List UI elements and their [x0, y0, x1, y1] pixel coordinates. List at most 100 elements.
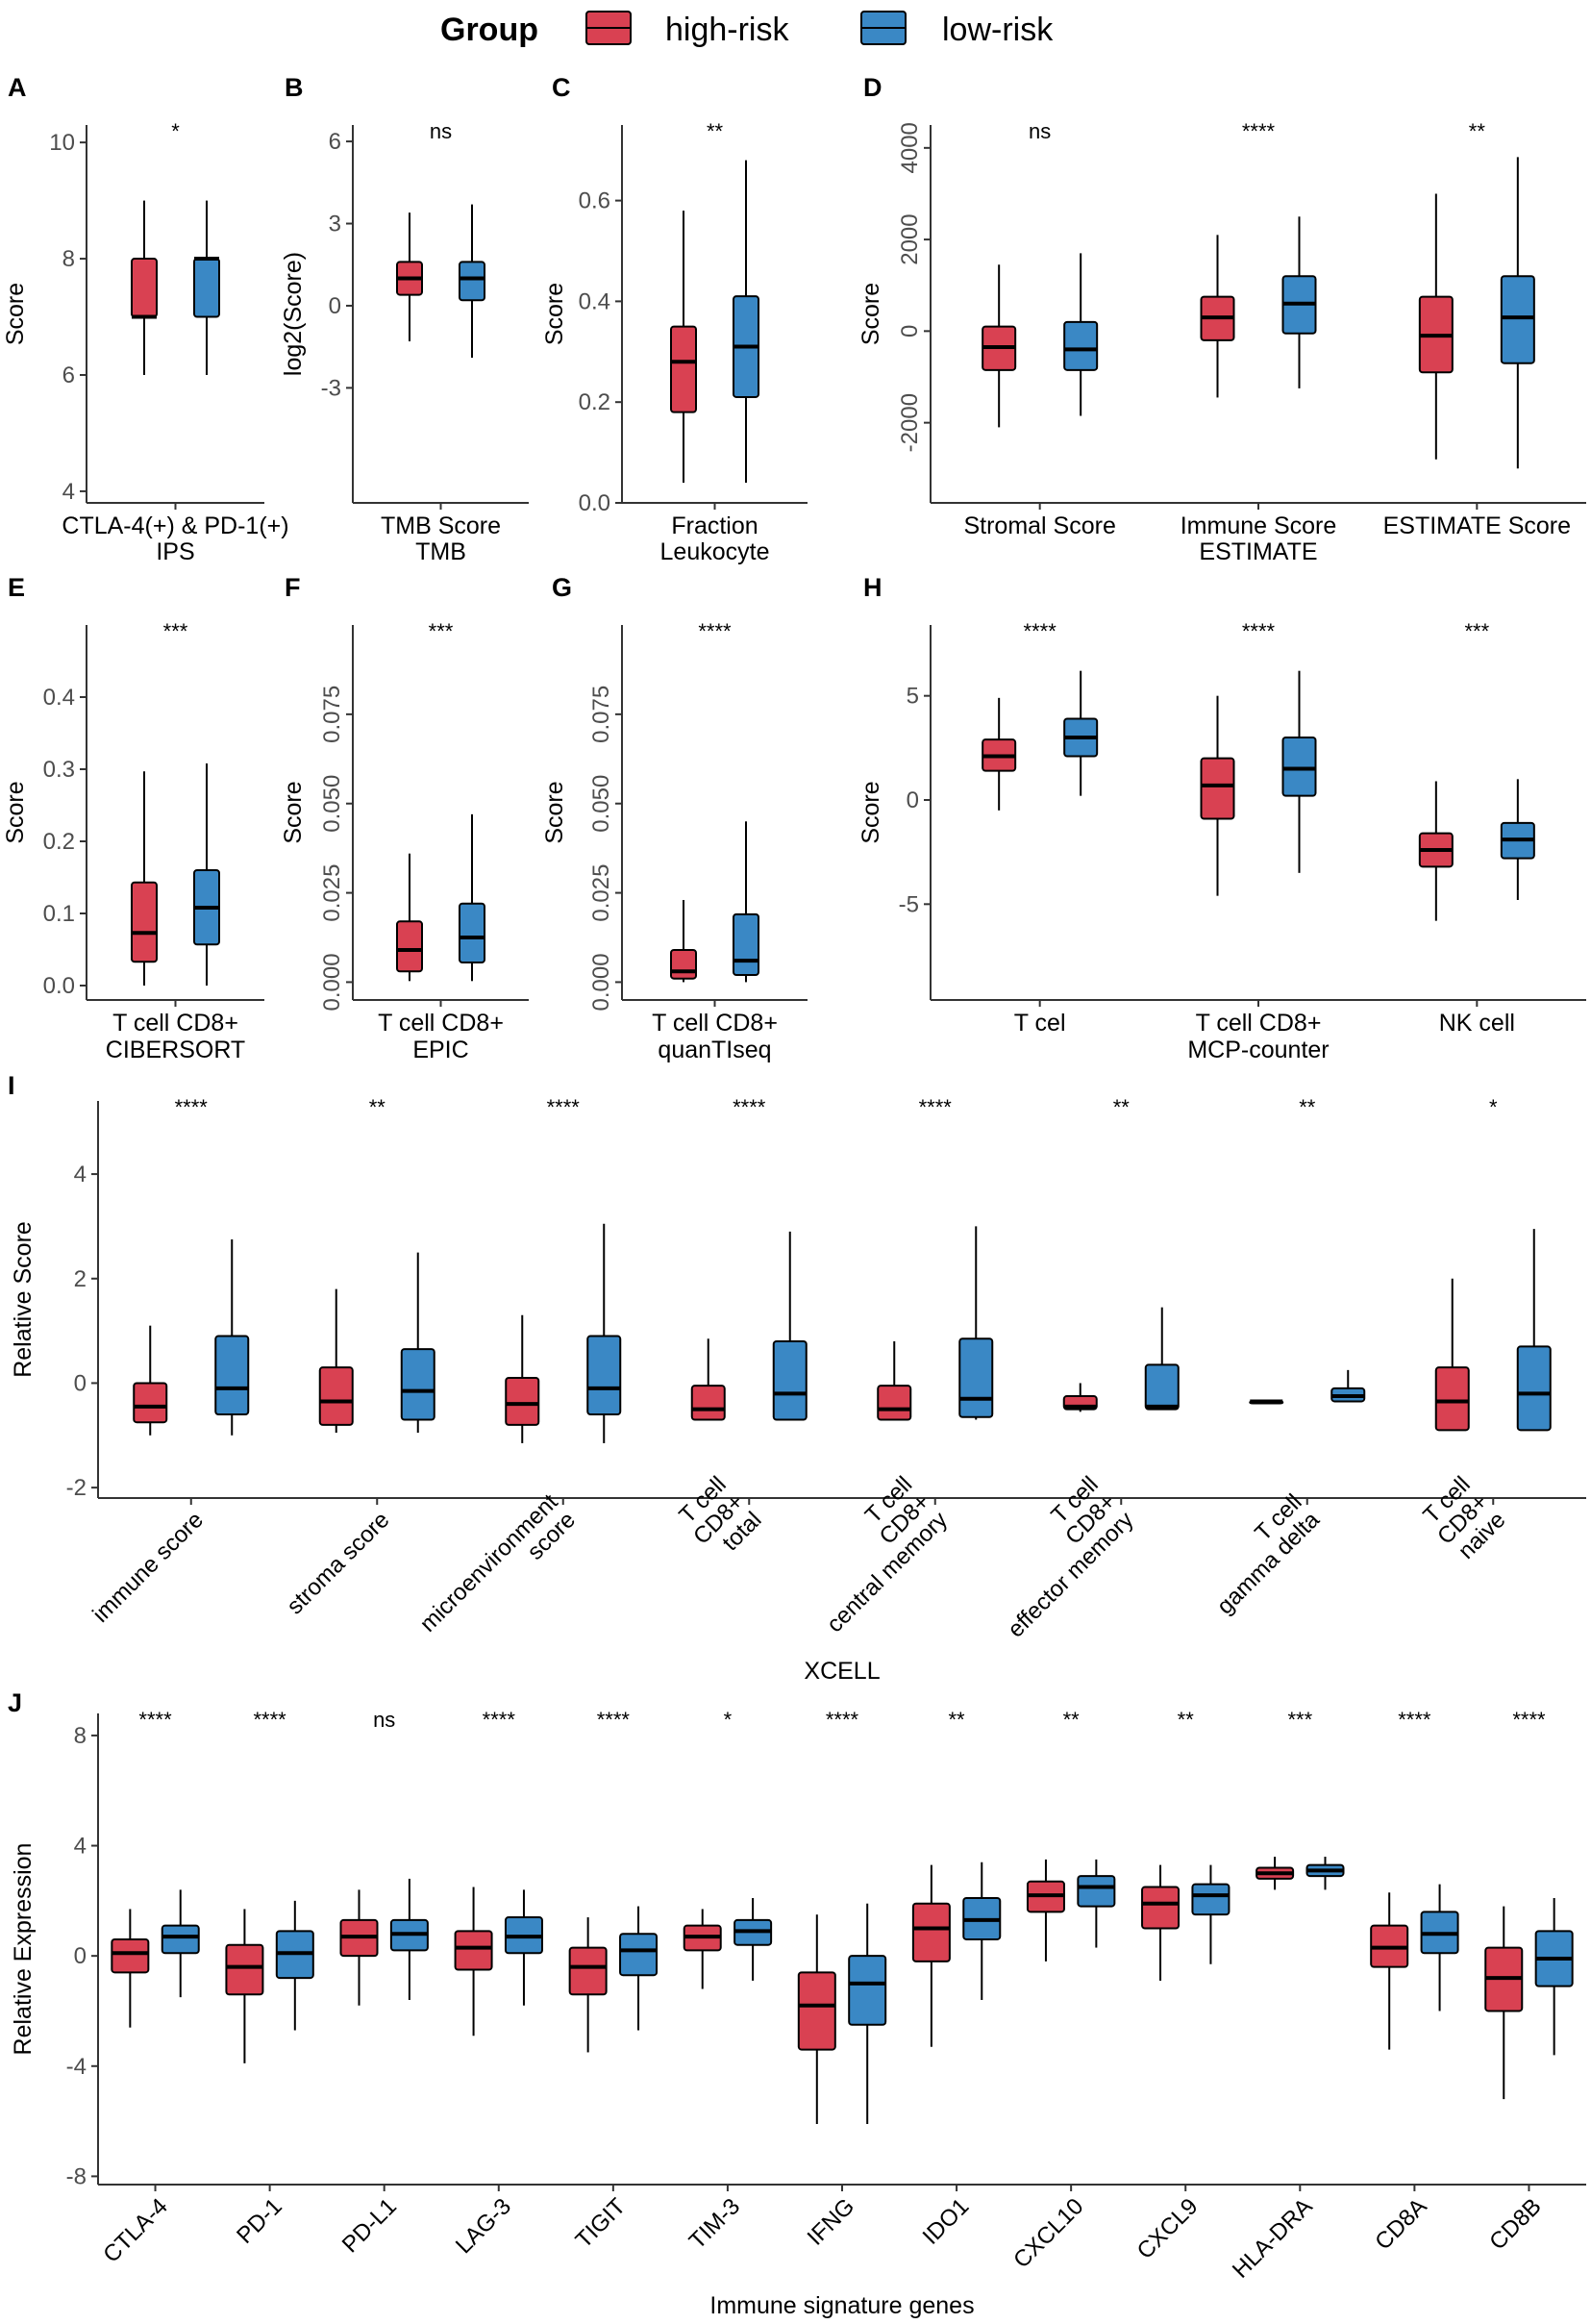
- x-tick-label: CTLA-4(+) & PD-1(+): [62, 512, 288, 539]
- significance-label: **: [949, 1708, 966, 1732]
- y-tick-label: 8: [62, 246, 75, 272]
- box-low-risk: [1063, 253, 1099, 416]
- x-tick-label-line: CXCL10: [1008, 2193, 1088, 2273]
- significance-label: ns: [1029, 119, 1051, 143]
- x-tick-label: CXCL10: [1008, 2193, 1088, 2273]
- box-low-risk: [772, 1231, 808, 1421]
- x-axis-title: quanTIseq: [658, 1037, 771, 1063]
- box-high-risk: [982, 264, 1017, 428]
- box-high-risk: [568, 1917, 608, 2053]
- x-tick-label: T cellCD8+total: [671, 1471, 767, 1567]
- x-axis-title: ESTIMATE: [1199, 538, 1317, 565]
- panel-b: B -3 0 3 6 log2(Score) TMB Score ns TMB: [280, 73, 529, 565]
- box-high-risk: [111, 1909, 150, 2028]
- x-tick-label: NK cell: [1439, 1010, 1515, 1037]
- significance-label: ***: [1287, 1708, 1312, 1732]
- significance-label: **: [707, 119, 724, 143]
- box-high-risk: [318, 1288, 354, 1434]
- box-iqr: [318, 1366, 354, 1426]
- y-axis-title: log2(Score): [280, 252, 307, 376]
- box-low-risk: [1077, 1859, 1116, 1948]
- box-low-risk: [619, 1906, 659, 2031]
- x-tick-label: Fraction: [671, 512, 758, 539]
- box-low-risk: [214, 1239, 250, 1436]
- y-tick-label: 0.0: [579, 490, 610, 516]
- box-iqr: [131, 881, 158, 963]
- panel-label: A: [8, 73, 27, 102]
- significance-label: **: [1299, 1095, 1316, 1119]
- box-low-risk: [1144, 1307, 1180, 1411]
- box-high-risk: [1255, 1857, 1295, 1890]
- significance-label: *: [1489, 1095, 1498, 1119]
- y-tick-label: 0.075: [319, 686, 345, 743]
- box-iqr: [1516, 1345, 1552, 1432]
- panel-a: A 4 6 8 10 Score CTLA-4(+) & PD-1(+) * IPS: [2, 73, 289, 565]
- x-tick-label: stroma score: [282, 1507, 394, 1619]
- box-iqr: [690, 1385, 726, 1421]
- panel-e: E 0.0 0.1 0.2 0.3 0.4 Score T cell CD8+ *** CIBER…: [2, 573, 264, 1063]
- significance-label: *: [171, 119, 180, 143]
- box-iqr: [670, 325, 697, 413]
- box-iqr: [1077, 1875, 1116, 1908]
- x-axis-title: MCP-counter: [1187, 1037, 1329, 1063]
- box-high-risk: [1418, 781, 1454, 921]
- x-tick-label: TMB Score: [381, 512, 501, 539]
- significance-label: ****: [1512, 1708, 1546, 1732]
- x-axis-title: CIBERSORT: [106, 1037, 245, 1063]
- box-low-risk: [459, 204, 485, 359]
- box-low-risk: [1191, 1864, 1231, 1964]
- x-tick-label: microenvironmentscore: [415, 1489, 582, 1656]
- x-tick-label-line: CTLA-4: [98, 2193, 173, 2268]
- y-tick-label: 0.000: [319, 953, 345, 1011]
- y-tick-label: 0: [329, 293, 341, 319]
- significance-label: ns: [373, 1708, 395, 1732]
- y-tick-label: 0: [897, 325, 923, 337]
- box-low-risk: [389, 1878, 429, 2001]
- significance-label: **: [1063, 1708, 1081, 1732]
- significance-label: ****: [1398, 1708, 1431, 1732]
- y-tick-label: 0.075: [588, 686, 614, 743]
- x-tick-label: T cell CD8+: [652, 1010, 778, 1037]
- significance-label: ****: [483, 1708, 516, 1732]
- x-tick-label: T cell CD8+: [378, 1010, 504, 1037]
- y-tick-label: 4000: [897, 122, 923, 173]
- x-tick-label: CD8B: [1484, 2193, 1546, 2255]
- x-tick-label: TIGIT: [571, 2193, 632, 2254]
- x-tick-label-line: IDO1: [918, 2193, 975, 2250]
- significance-label: ****: [919, 1095, 953, 1119]
- y-axis-title: Score: [541, 781, 568, 843]
- panel-label: I: [8, 1071, 15, 1100]
- box-low-risk: [161, 1889, 200, 1998]
- x-tick-label-line: CD8A: [1370, 2193, 1431, 2255]
- panel-label: J: [8, 1688, 22, 1717]
- y-tick-label: 0.1: [43, 901, 75, 927]
- box-low-risk: [459, 813, 485, 982]
- panel-f: F 0.000 0.025 0.050 0.075 Score T cell CD8+ ***…: [280, 573, 529, 1063]
- panel-c: C 0.0 0.2 0.4 0.6 Score Fraction ** Leukocyte: [541, 73, 808, 565]
- box-high-risk: [225, 1909, 264, 2063]
- x-tick-label: CD8A: [1370, 2193, 1431, 2255]
- box-high-risk: [690, 1338, 726, 1421]
- legend-title: Group: [440, 12, 538, 48]
- y-tick-label: -3: [321, 375, 341, 401]
- x-axis-title: XCELL: [804, 1658, 880, 1685]
- box-high-risk: [670, 900, 697, 983]
- box-iqr: [1500, 275, 1535, 364]
- x-axis-title: EPIC: [412, 1037, 468, 1063]
- box-high-risk: [1200, 235, 1235, 398]
- box-low-risk: [1330, 1369, 1366, 1403]
- y-tick-label: 0.3: [43, 757, 75, 783]
- significance-label: ***: [429, 619, 454, 643]
- significance-label: *: [724, 1708, 733, 1732]
- box-high-risk: [131, 200, 158, 375]
- x-tick-label-line: PD-L1: [337, 2193, 402, 2258]
- box-iqr: [1063, 320, 1099, 371]
- y-tick-label: -8: [66, 2163, 87, 2189]
- box-low-risk: [1281, 670, 1317, 873]
- box-high-risk: [797, 1914, 836, 2124]
- x-tick-label-line: HLA-DRA: [1228, 2193, 1318, 2284]
- box-iqr: [911, 1902, 951, 1962]
- x-axis-title: Leukocyte: [660, 538, 770, 565]
- x-tick-label: PD-L1: [337, 2193, 402, 2258]
- x-tick-label-line: PD-1: [232, 2193, 287, 2249]
